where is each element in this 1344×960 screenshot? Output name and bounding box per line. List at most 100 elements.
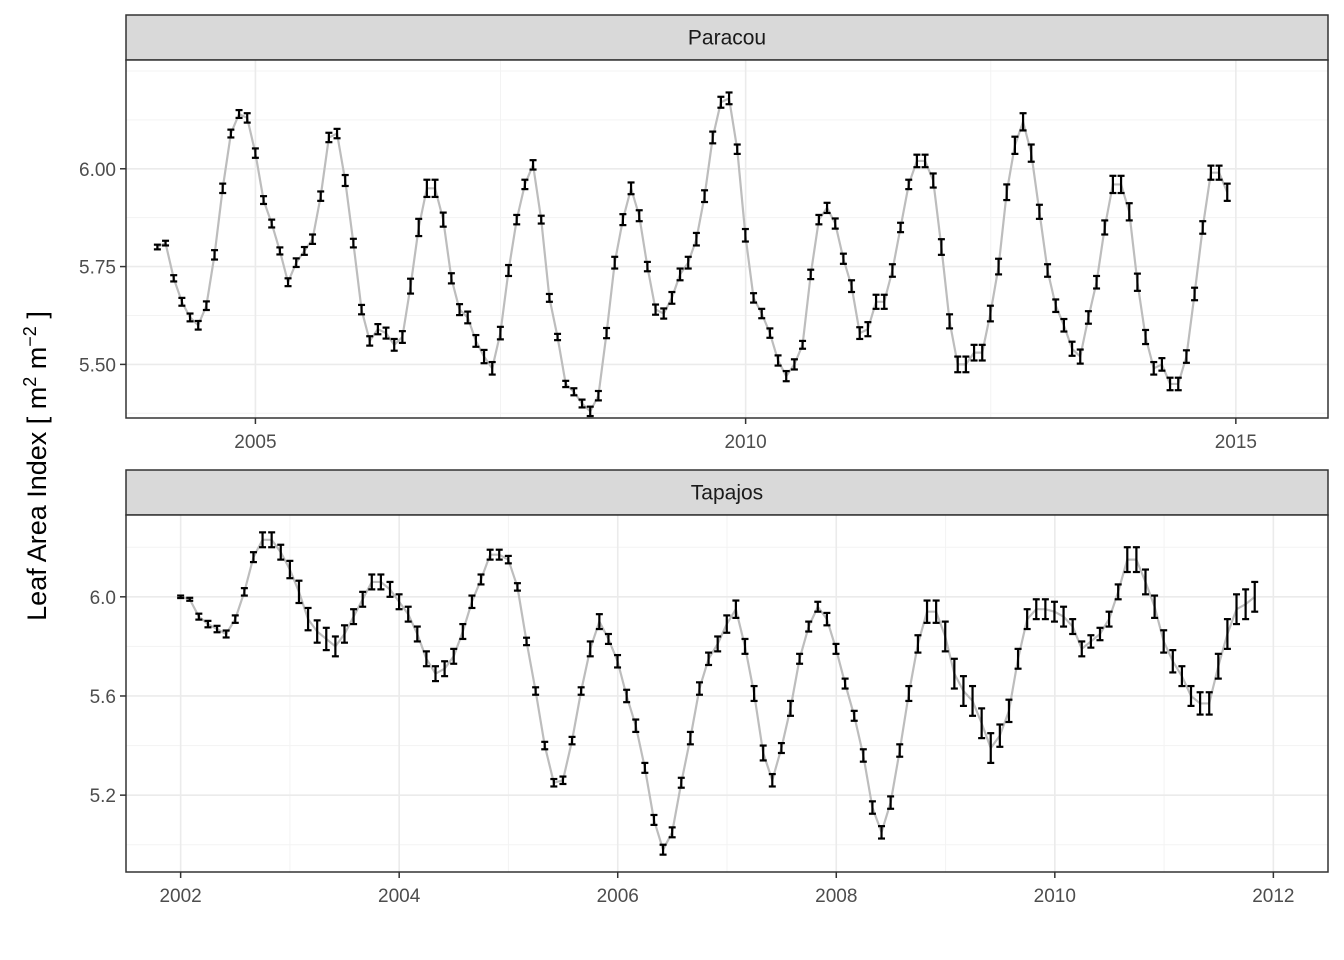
error-bar <box>686 730 694 746</box>
error-bar <box>222 629 230 639</box>
error-bar <box>568 735 576 746</box>
x-tick-label: 2005 <box>234 432 276 453</box>
error-bar <box>880 293 888 310</box>
error-bar <box>304 606 312 632</box>
error-bar <box>398 330 406 344</box>
error-bar <box>325 131 333 144</box>
error-bar <box>586 640 594 658</box>
error-bar <box>249 551 257 564</box>
error-bar <box>677 776 685 789</box>
error-bar <box>162 239 170 247</box>
error-bar <box>523 636 531 647</box>
error-bar <box>1242 588 1250 621</box>
error-bar <box>1223 618 1231 650</box>
error-bar <box>1215 164 1223 181</box>
strip-tapajos <box>125 469 1329 516</box>
x-tick-label: 2008 <box>815 886 857 907</box>
y-tick-label: 5.50 <box>79 355 116 376</box>
error-bar <box>946 313 954 330</box>
error-bar <box>1191 286 1199 302</box>
x-tick-label: 2004 <box>378 886 421 907</box>
error-bar <box>532 686 540 696</box>
y-tick-label: 5.2 <box>90 786 116 807</box>
error-bar <box>386 580 394 598</box>
error-bar <box>823 611 831 627</box>
error-bar <box>300 245 308 256</box>
error-bar <box>213 624 221 634</box>
error-bar <box>422 650 430 668</box>
error-bar <box>750 684 758 703</box>
error-bar <box>1182 349 1190 364</box>
error-bar <box>309 233 317 245</box>
error-bar <box>831 217 839 230</box>
error-bar <box>586 405 594 418</box>
x-tick-label: 2002 <box>159 886 201 907</box>
error-bar <box>668 290 676 305</box>
error-bar <box>1060 317 1068 333</box>
error-bar <box>750 292 758 304</box>
error-bar <box>859 748 867 763</box>
error-bar <box>768 772 776 788</box>
y-axis-title-sup2: −2 <box>20 326 40 347</box>
error-bar <box>841 677 849 690</box>
error-bar <box>1174 376 1182 392</box>
error-bar <box>550 777 558 788</box>
error-bar <box>1205 691 1213 716</box>
error-bar <box>701 189 709 204</box>
error-bar <box>619 213 627 227</box>
x-tick-label: 2015 <box>1215 432 1257 453</box>
error-bar <box>537 214 545 225</box>
error-bar <box>872 293 880 310</box>
error-bar <box>341 173 349 188</box>
error-bar <box>684 255 692 270</box>
error-bar <box>978 707 986 740</box>
error-bar <box>1109 174 1117 195</box>
error-bar <box>850 709 858 722</box>
error-bar <box>805 620 813 633</box>
error-bar <box>313 619 321 644</box>
error-bar <box>251 147 259 159</box>
error-bar <box>632 718 640 734</box>
panel-border-paracou <box>125 59 1329 419</box>
error-bar <box>815 213 823 226</box>
error-bar <box>777 741 785 755</box>
error-bar <box>431 178 439 199</box>
error-bar <box>650 813 658 826</box>
y-axis-title-sup1: 2 <box>20 377 40 387</box>
error-bar <box>1178 665 1186 688</box>
error-bar <box>725 91 733 106</box>
error-bar <box>177 594 185 600</box>
error-bar <box>204 619 212 629</box>
error-bar <box>878 825 886 840</box>
error-bar <box>959 675 967 707</box>
error-bar <box>868 800 876 815</box>
error-bar <box>914 634 922 654</box>
error-bar <box>1014 647 1022 670</box>
error-bar <box>1123 546 1131 574</box>
error-bar <box>978 343 986 362</box>
error-bar <box>732 599 740 619</box>
x-tick-label: 2010 <box>1034 886 1076 907</box>
error-bar <box>562 379 570 389</box>
error-bar <box>1101 219 1109 236</box>
error-bar <box>259 531 267 549</box>
error-bar <box>1166 376 1174 392</box>
error-bar <box>635 209 643 223</box>
error-bar <box>559 775 567 786</box>
error-bar <box>709 130 717 145</box>
error-bar <box>1044 263 1052 278</box>
error-bar <box>374 322 382 336</box>
error-bar <box>668 826 676 839</box>
error-bar <box>766 327 774 339</box>
error-bar <box>759 744 767 762</box>
error-bar <box>594 389 602 402</box>
error-bar <box>359 590 367 608</box>
error-bar <box>231 614 239 624</box>
error-bar <box>1041 598 1049 621</box>
error-bar <box>1060 605 1068 628</box>
error-bar <box>1233 593 1241 626</box>
error-bar <box>468 594 476 610</box>
y-tick-label: 6.0 <box>90 588 116 609</box>
error-bar <box>864 321 872 338</box>
